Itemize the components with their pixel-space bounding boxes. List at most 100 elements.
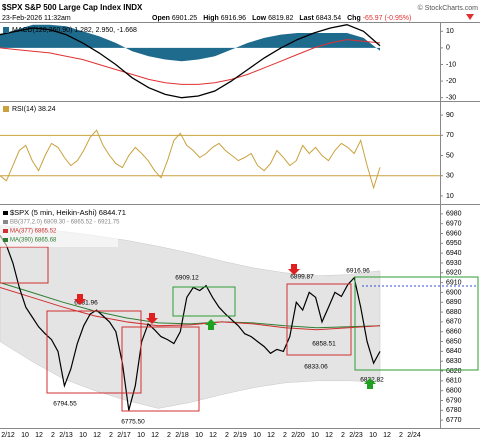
box <box>121 326 200 412</box>
x-tick-label: 2/20 <box>291 432 305 439</box>
macd-line <box>0 24 381 99</box>
quote-value: 6819.82 <box>268 15 293 22</box>
chart-title: $SPX S&P 500 Large Cap Index INDX <box>2 3 143 12</box>
x-tick-label: 2 <box>341 432 345 439</box>
legend-text: MA(390) 6865.68 <box>10 238 57 244</box>
legend-swatch <box>3 211 8 215</box>
y-tick-label: -20 <box>446 78 456 85</box>
legend-text: MACD(120,260,90) 1.282, 2.950, -1.668 <box>12 27 137 34</box>
x-tick-label: 2 <box>225 432 229 439</box>
credit: © StockCharts.com <box>418 4 479 12</box>
moving-average <box>0 282 381 329</box>
y-tick-label: 0 <box>446 45 450 52</box>
quote-label: Last <box>299 15 314 22</box>
legend-swatch <box>3 106 9 112</box>
moving-average <box>0 287 381 331</box>
box <box>172 286 236 317</box>
quote-label: Open <box>152 15 170 22</box>
x-tick-label: 2 <box>167 432 171 439</box>
y-tick-label: 6940 <box>446 250 462 257</box>
x-tick-label: 10 <box>21 432 29 439</box>
y-tick-label: 6820 <box>446 368 462 375</box>
quote-label: Low <box>252 15 267 22</box>
y-tick-label: 10 <box>446 193 454 200</box>
x-tick-label: 10 <box>195 432 203 439</box>
x-tick-label: 12 <box>209 432 217 439</box>
y-tick-label: -10 <box>446 61 456 68</box>
x-tick-label: 2/13 <box>59 432 73 439</box>
price-annotation: 6794.55 <box>53 401 77 408</box>
y-tick-label: 6810 <box>446 378 462 385</box>
x-tick-label: 2/23 <box>349 432 363 439</box>
y-tick-label: 50 <box>446 152 454 159</box>
box <box>354 276 479 371</box>
y-tick-label: 10 <box>446 28 454 35</box>
y-tick-label: 90 <box>446 112 454 119</box>
price-annotation: 6899.87 <box>290 274 314 281</box>
y-tick-label: 6960 <box>446 230 462 237</box>
price-annotation: 6858.51 <box>312 341 336 348</box>
x-tick-label: 12 <box>151 432 159 439</box>
y-tick-label: 6800 <box>446 388 462 395</box>
y-tick-label: 6930 <box>446 260 462 267</box>
y-tick-label: 6880 <box>446 309 462 316</box>
legend-box <box>0 207 118 247</box>
buy-arrow <box>205 319 217 330</box>
x-tick-label: 10 <box>137 432 145 439</box>
x-tick-label: 2 <box>399 432 403 439</box>
y-tick-label: 6770 <box>446 417 462 424</box>
y-tick-label: 6890 <box>446 299 462 306</box>
sell-arrow <box>288 264 300 275</box>
x-tick-label: 2/12 <box>1 432 15 439</box>
y-tick-label: -30 <box>446 95 456 102</box>
signal-line <box>0 39 381 85</box>
quote-bar: Open 6901.25 High 6916.96 Low 6819.82 Last 6843… <box>152 15 411 22</box>
legend-text: BB(377,2.0) 6809.30 - 6865.52 - 6921.75 <box>10 220 120 226</box>
annotation-shapes <box>0 246 479 412</box>
down-arrow <box>466 14 474 20</box>
price-annotation: 6916.96 <box>346 268 370 275</box>
y-tick-label: 6850 <box>446 338 462 345</box>
y-tick-label: 6790 <box>446 397 462 404</box>
y-tick-label: 30 <box>446 173 454 180</box>
rsi-line <box>0 129 381 190</box>
legend-text: $SPX (5 min, Heikin-Ashi) 6844.71 <box>10 208 126 217</box>
y-tick-label: 6900 <box>446 289 462 296</box>
sell-arrow <box>74 294 86 305</box>
x-tick-label: 2/18 <box>175 432 189 439</box>
quote-value: 6843.54 <box>316 15 341 22</box>
price-annotation: 6775.50 <box>121 419 145 426</box>
macd-panel: 10 0 -10 -20 -30 MACD(120,260,90) 1.282, 2.95… <box>0 24 456 102</box>
legend-swatch <box>3 27 9 33</box>
y-tick-label: 70 <box>446 132 454 139</box>
x-tick-label: 10 <box>253 432 261 439</box>
x-tick-label: 12 <box>325 432 333 439</box>
x-tick-label: 12 <box>35 432 43 439</box>
x-tick-label: 10 <box>79 432 87 439</box>
x-tick-label: 2 <box>51 432 55 439</box>
legend-text: RSI(14) 38.24 <box>12 106 56 113</box>
sell-arrow <box>146 313 158 324</box>
bollinger-band <box>0 225 381 409</box>
price-annotation: 6881.96 <box>74 300 98 307</box>
x-tick-label: 12 <box>93 432 101 439</box>
legend-swatch <box>3 220 8 224</box>
y-tick-label: 6980 <box>446 211 462 218</box>
x-tick-label: 2/19 <box>233 432 247 439</box>
rsi-panel: 90 70 50 30 10 RSI(14) 38.24 <box>0 106 454 200</box>
x-tick-label: 2 <box>283 432 287 439</box>
y-tick-label: 6870 <box>446 319 462 326</box>
price-annotation: 6909.12 <box>175 275 199 282</box>
y-tick-label: 6950 <box>446 240 462 247</box>
x-tick-label: 2/17 <box>117 432 131 439</box>
y-tick-label: 6970 <box>446 221 462 228</box>
timestamp: 23-Feb-2026 11:32am <box>2 15 71 22</box>
price-line <box>0 235 381 411</box>
quote-label: Chg <box>347 15 361 22</box>
quote-value: -65.97 (-0.95%) <box>363 15 412 22</box>
price-panel: 6770 6780 6790 6800 6810 6820 6830 6840 6850 6860… <box>0 211 462 439</box>
quote-value: 6916.96 <box>221 15 246 22</box>
x-tick-label: 12 <box>383 432 391 439</box>
y-tick-label: 6920 <box>446 270 462 277</box>
